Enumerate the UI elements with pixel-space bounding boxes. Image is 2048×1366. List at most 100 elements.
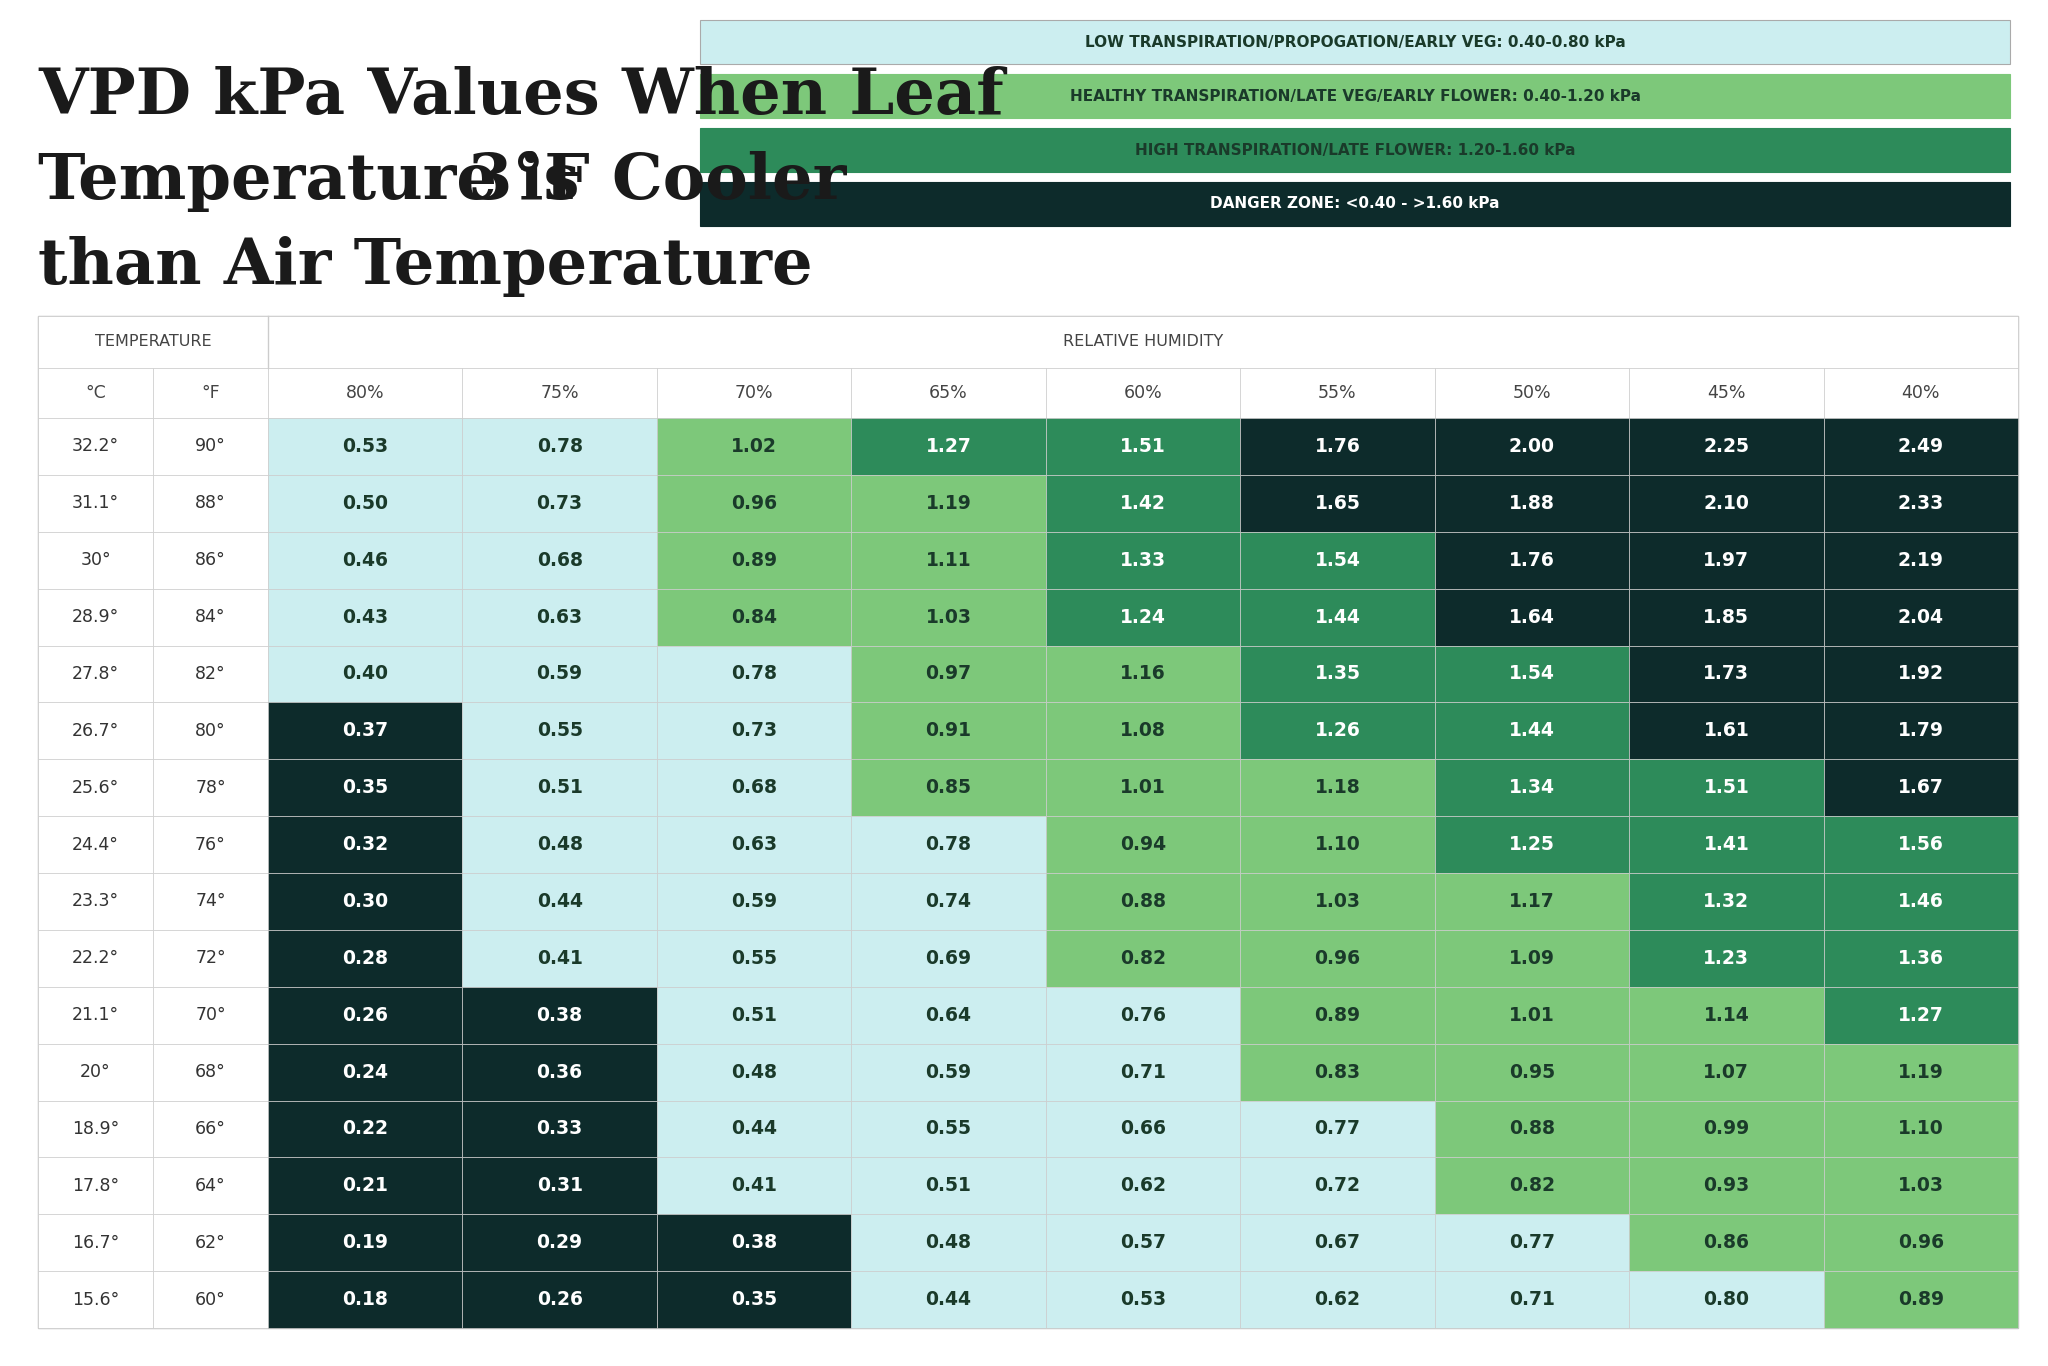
Text: 0.71: 0.71	[1120, 1063, 1165, 1082]
Text: 0.30: 0.30	[342, 892, 389, 911]
Text: 0.93: 0.93	[1704, 1176, 1749, 1195]
FancyBboxPatch shape	[657, 1272, 852, 1328]
Text: 0.73: 0.73	[537, 494, 584, 512]
Text: 0.95: 0.95	[1509, 1063, 1554, 1082]
FancyBboxPatch shape	[1436, 475, 1628, 531]
FancyBboxPatch shape	[1047, 1157, 1241, 1214]
FancyBboxPatch shape	[268, 1214, 463, 1272]
FancyBboxPatch shape	[1823, 418, 2017, 475]
Text: 1.42: 1.42	[1120, 494, 1165, 512]
Text: Temperature is: Temperature is	[39, 152, 602, 212]
FancyBboxPatch shape	[39, 1101, 154, 1157]
FancyBboxPatch shape	[1047, 816, 1241, 873]
Text: 0.89: 0.89	[1315, 1005, 1360, 1024]
Text: 1.23: 1.23	[1704, 949, 1749, 968]
FancyBboxPatch shape	[657, 1101, 852, 1157]
Text: 0.77: 0.77	[1509, 1233, 1554, 1253]
Text: 0.48: 0.48	[926, 1233, 971, 1253]
FancyBboxPatch shape	[657, 816, 852, 873]
FancyBboxPatch shape	[39, 531, 154, 589]
FancyBboxPatch shape	[1823, 589, 2017, 646]
FancyBboxPatch shape	[1628, 1272, 1823, 1328]
FancyBboxPatch shape	[1241, 531, 1436, 589]
Text: 1.64: 1.64	[1509, 608, 1554, 627]
FancyBboxPatch shape	[268, 646, 463, 702]
FancyBboxPatch shape	[1436, 1272, 1628, 1328]
Text: 78°: 78°	[195, 779, 225, 796]
FancyBboxPatch shape	[268, 873, 463, 930]
FancyBboxPatch shape	[268, 475, 463, 531]
Text: 0.41: 0.41	[537, 949, 582, 968]
Text: 82°: 82°	[195, 665, 225, 683]
Text: 0.62: 0.62	[1120, 1176, 1165, 1195]
FancyBboxPatch shape	[268, 1044, 463, 1101]
FancyBboxPatch shape	[852, 1214, 1047, 1272]
FancyBboxPatch shape	[657, 531, 852, 589]
Text: 64°: 64°	[195, 1177, 225, 1195]
Text: 1.03: 1.03	[1315, 892, 1360, 911]
FancyBboxPatch shape	[39, 759, 154, 816]
FancyBboxPatch shape	[1823, 531, 2017, 589]
Text: HEALTHY TRANSPIRATION/LATE VEG/EARLY FLOWER: 0.40-1.20 kPa: HEALTHY TRANSPIRATION/LATE VEG/EARLY FLO…	[1069, 89, 1640, 104]
Text: 0.37: 0.37	[342, 721, 389, 740]
FancyBboxPatch shape	[1436, 589, 1628, 646]
FancyBboxPatch shape	[700, 20, 2009, 64]
FancyBboxPatch shape	[1823, 367, 2017, 418]
FancyBboxPatch shape	[154, 531, 268, 589]
Text: 0.62: 0.62	[1315, 1290, 1360, 1309]
FancyBboxPatch shape	[1628, 1214, 1823, 1272]
Text: 31.1°: 31.1°	[72, 494, 119, 512]
FancyBboxPatch shape	[39, 646, 154, 702]
FancyBboxPatch shape	[1436, 1044, 1628, 1101]
Text: 1.19: 1.19	[926, 494, 971, 512]
Text: 0.36: 0.36	[537, 1063, 584, 1082]
FancyBboxPatch shape	[1241, 475, 1436, 531]
Text: 1.67: 1.67	[1898, 779, 1944, 798]
FancyBboxPatch shape	[154, 589, 268, 646]
Text: 0.89: 0.89	[731, 550, 776, 570]
Text: 1.14: 1.14	[1704, 1005, 1749, 1024]
Text: 0.71: 0.71	[1509, 1290, 1554, 1309]
Text: 1.08: 1.08	[1120, 721, 1165, 740]
Text: 1.10: 1.10	[1898, 1120, 1944, 1138]
FancyBboxPatch shape	[1241, 367, 1436, 418]
FancyBboxPatch shape	[1628, 930, 1823, 986]
FancyBboxPatch shape	[154, 418, 268, 475]
Text: 0.96: 0.96	[1315, 949, 1360, 968]
Text: 0.57: 0.57	[1120, 1233, 1165, 1253]
FancyBboxPatch shape	[463, 930, 657, 986]
Text: 0.26: 0.26	[537, 1290, 584, 1309]
FancyBboxPatch shape	[1047, 475, 1241, 531]
FancyBboxPatch shape	[154, 816, 268, 873]
Text: 0.78: 0.78	[926, 835, 971, 854]
Text: 0.59: 0.59	[537, 664, 584, 683]
FancyBboxPatch shape	[1436, 1101, 1628, 1157]
FancyBboxPatch shape	[1047, 1044, 1241, 1101]
FancyBboxPatch shape	[39, 589, 154, 646]
Text: 0.53: 0.53	[342, 437, 389, 456]
FancyBboxPatch shape	[1436, 702, 1628, 759]
FancyBboxPatch shape	[1241, 816, 1436, 873]
Text: 1.92: 1.92	[1898, 664, 1944, 683]
FancyBboxPatch shape	[268, 1101, 463, 1157]
FancyBboxPatch shape	[268, 816, 463, 873]
Text: 0.78: 0.78	[537, 437, 584, 456]
Text: 1.03: 1.03	[1898, 1176, 1944, 1195]
Text: 0.53: 0.53	[1120, 1290, 1165, 1309]
FancyBboxPatch shape	[657, 367, 852, 418]
Text: 0.83: 0.83	[1315, 1063, 1360, 1082]
FancyBboxPatch shape	[1628, 367, 1823, 418]
FancyBboxPatch shape	[657, 646, 852, 702]
FancyBboxPatch shape	[852, 646, 1047, 702]
Text: 68°: 68°	[195, 1063, 225, 1081]
FancyBboxPatch shape	[1628, 873, 1823, 930]
FancyBboxPatch shape	[463, 589, 657, 646]
Text: 1.54: 1.54	[1509, 664, 1554, 683]
FancyBboxPatch shape	[154, 986, 268, 1044]
Text: 90°: 90°	[195, 437, 225, 455]
Text: RELATIVE HUMIDITY: RELATIVE HUMIDITY	[1063, 335, 1223, 350]
Text: 70°: 70°	[195, 1007, 225, 1024]
Text: 1.33: 1.33	[1120, 550, 1165, 570]
FancyBboxPatch shape	[154, 702, 268, 759]
FancyBboxPatch shape	[1241, 1214, 1436, 1272]
